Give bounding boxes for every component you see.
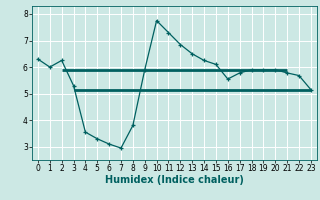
X-axis label: Humidex (Indice chaleur): Humidex (Indice chaleur) <box>105 175 244 185</box>
